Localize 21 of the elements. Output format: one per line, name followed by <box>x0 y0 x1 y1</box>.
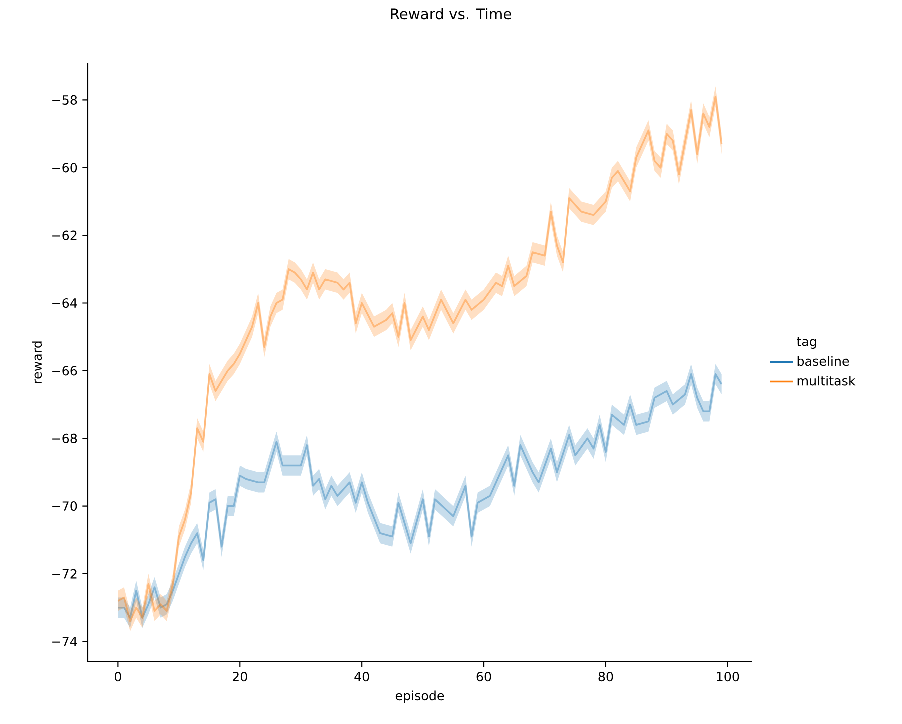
x-tick-label: 60 <box>476 672 492 682</box>
legend-title: tag <box>797 337 816 349</box>
chart-title: Reward vs. Time <box>391 8 512 20</box>
x-tick-label: 20 <box>232 672 248 682</box>
y-tick-label: −74 <box>52 637 78 646</box>
y-tick-label: −62 <box>52 230 77 240</box>
x-tick-label: 100 <box>717 672 740 682</box>
y-tick-label: −64 <box>52 298 78 308</box>
x-axis-title: episode <box>396 690 444 704</box>
y-tick-label: −70 <box>52 502 78 512</box>
x-tick-label: 40 <box>354 672 370 682</box>
x-tick-label: 80 <box>598 672 614 682</box>
legend-label: baseline <box>798 356 850 366</box>
y-tick-label: −66 <box>52 366 78 376</box>
y-tick-label: −72 <box>52 569 77 579</box>
x-tick-label: 0 <box>114 672 122 682</box>
y-tick-label: −58 <box>52 95 78 106</box>
y-tick-label: −60 <box>52 163 78 173</box>
y-tick-label: −68 <box>52 434 78 444</box>
legend-label: multitask <box>798 376 856 386</box>
y-axis-title: reward <box>32 342 42 384</box>
